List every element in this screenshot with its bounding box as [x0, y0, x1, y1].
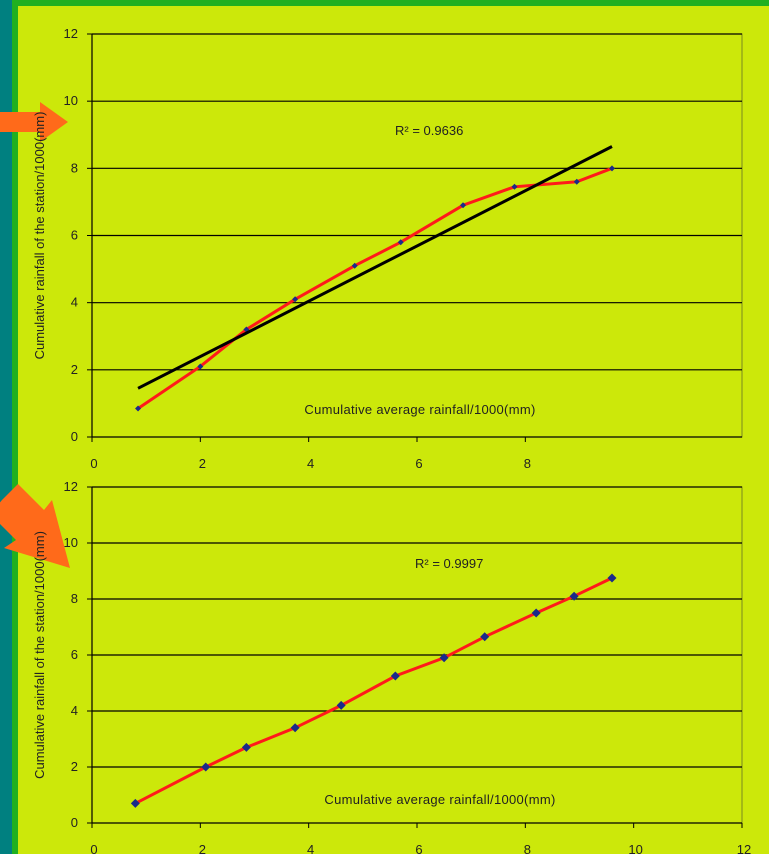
x-tick-label: 4	[307, 842, 314, 854]
data-point	[531, 608, 541, 618]
data-point	[130, 798, 140, 808]
y-tick-label: 12	[64, 479, 78, 494]
data-point	[607, 573, 617, 583]
x-tick-label: 6	[415, 842, 422, 854]
x-axis-label: Cumulative average rainfall/1000(mm)	[324, 792, 555, 807]
data-point	[201, 762, 211, 772]
data-point	[460, 202, 467, 209]
data-point	[197, 363, 204, 370]
trendline	[137, 145, 613, 390]
data-point	[569, 591, 579, 601]
data-point	[292, 296, 299, 303]
data-point	[439, 653, 449, 663]
arrow-icon-top	[0, 102, 68, 142]
x-tick-label: 6	[415, 456, 422, 471]
x-tick-label: 0	[90, 842, 97, 854]
y-tick-label: 8	[71, 591, 78, 606]
x-tick-label: 8	[524, 456, 531, 471]
y-tick-label: 2	[71, 362, 78, 377]
y-tick-label: 10	[64, 93, 78, 108]
x-tick-label: 12	[737, 842, 751, 854]
x-tick-label: 4	[307, 456, 314, 471]
data-point	[336, 700, 346, 710]
y-tick-label: 0	[71, 429, 78, 444]
chart-panel	[18, 6, 769, 854]
data-point	[480, 632, 490, 642]
y-tick-label: 10	[64, 535, 78, 550]
y-tick-label: 2	[71, 759, 78, 774]
data-point	[511, 183, 518, 190]
x-tick-label: 8	[524, 842, 531, 854]
y-axis-label: Cumulative rainfall of the station/1000(…	[32, 112, 47, 360]
series-line	[137, 166, 613, 410]
data-point	[290, 723, 300, 733]
chart-bottom: 0 2 4 6 8 10 12 0 2 4 6 8 10 12 Cumulative average rai…	[32, 479, 751, 854]
r-squared-annotation: R² = 0.9997	[415, 556, 483, 571]
x-tick-label: 10	[628, 842, 642, 854]
y-tick-label: 6	[71, 647, 78, 662]
y-tick-label: 6	[71, 228, 78, 243]
y-tick-label: 12	[64, 26, 78, 41]
data-point	[241, 742, 251, 752]
x-axis-label: Cumulative average rainfall/1000(mm)	[304, 402, 535, 417]
y-axis-label: Cumulative rainfall of the station/1000(…	[32, 531, 47, 779]
arrow-icon-bottom	[0, 484, 70, 568]
data-point	[351, 262, 358, 269]
y-tick-label: 4	[71, 295, 78, 310]
data-point	[397, 239, 404, 246]
y-tick-label: 0	[71, 815, 78, 830]
data-point	[573, 178, 580, 185]
data-point	[609, 165, 615, 172]
y-tick-label: 4	[71, 703, 78, 718]
data-point	[390, 671, 400, 681]
r-squared-annotation: R² = 0.9636	[395, 123, 463, 138]
x-tick-label: 0	[90, 456, 97, 471]
x-tick-label: 2	[199, 456, 206, 471]
y-tick-label: 8	[71, 160, 78, 175]
chart-top: 0 2 4 6 8 10 12 0 2 4 6 8 Cumulative average rainfal…	[32, 26, 743, 471]
x-tick-label: 2	[199, 842, 206, 854]
data-point	[135, 405, 142, 412]
